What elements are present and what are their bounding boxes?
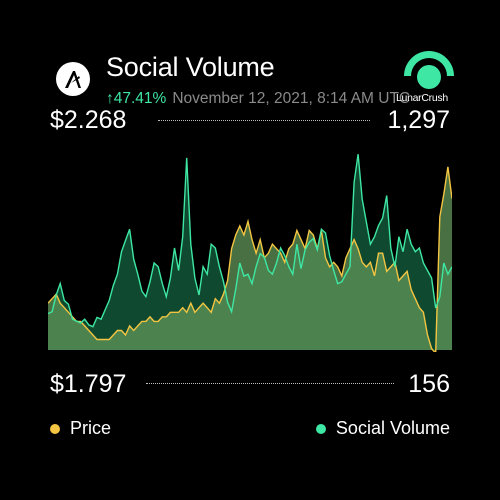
change-badge: ↑47.41% [106,90,167,107]
social-line [48,154,452,328]
algorand-icon [56,62,90,96]
lunarcrush-icon [404,51,454,89]
price-area [48,166,452,352]
legend-social: Social Volume [315,418,450,439]
page-title: Social Volume [106,52,275,82]
legend-price-swatch [50,423,60,434]
price-line [48,166,452,352]
price-max-label: $2.268 [50,106,127,134]
max-dotted-line [158,120,370,121]
timestamp: November 12, 2021, 8:14 AM UTC [172,90,411,107]
subtitle: ↑47.41% November 12, 2021, 8:14 AM UTC [106,90,440,108]
min-dotted-line [146,383,394,384]
legend-social-label: Social Volume [335,418,450,438]
legend-price-label: Price [70,418,112,438]
price-min-label: $1.797 [50,370,127,398]
social-min-label: 156 [408,370,450,398]
chart-area [48,154,452,352]
legend-social-swatch [315,423,326,434]
brand-label: LunarCrush [396,92,448,104]
legend-price: Price [50,418,111,439]
social-max-label: 1,297 [387,106,450,134]
